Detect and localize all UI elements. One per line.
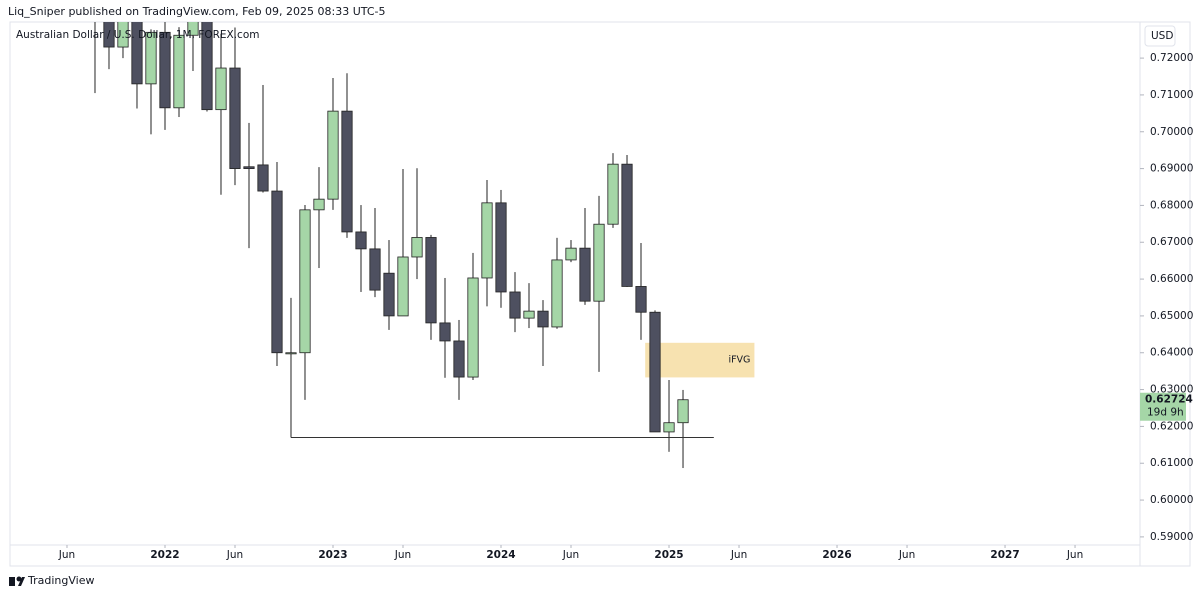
candle-body xyxy=(271,190,283,354)
y-tick-label: 0.63000 xyxy=(1150,384,1193,396)
x-tick-label: 2027 xyxy=(990,549,1019,561)
x-tick-label: Jun xyxy=(394,549,411,561)
candle-body xyxy=(187,22,199,36)
candle-body xyxy=(117,22,129,48)
candle-body xyxy=(341,110,353,233)
candle-body xyxy=(383,272,395,317)
candle-body xyxy=(565,247,577,261)
y-tick-label: 0.67000 xyxy=(1150,236,1193,248)
candle-body xyxy=(439,322,451,342)
x-tick-label: 2023 xyxy=(318,549,347,561)
y-tick-label: 0.70000 xyxy=(1150,126,1193,138)
y-tick-label: 0.59000 xyxy=(1150,531,1193,543)
y-tick-label: 0.69000 xyxy=(1150,163,1193,175)
candle-body xyxy=(677,399,689,424)
last-price-label: 0.62724 xyxy=(1145,394,1193,406)
candle-body xyxy=(663,422,675,433)
candle-body xyxy=(551,259,563,328)
y-tick-label: 0.68000 xyxy=(1150,199,1193,211)
candle-body xyxy=(537,310,549,328)
symbol-title: Australian Dollar / U.S. Dollar, 1M, FOR… xyxy=(16,29,259,41)
y-tick-label: 0.71000 xyxy=(1150,89,1193,101)
x-tick-label: Jun xyxy=(562,549,579,561)
candle-body xyxy=(159,31,171,109)
candle-body xyxy=(243,166,255,169)
candle-body xyxy=(215,67,227,111)
candle-body xyxy=(229,67,241,169)
y-tick-label: 0.65000 xyxy=(1150,310,1193,322)
countdown: 19d 9h xyxy=(1147,407,1184,419)
candle-body xyxy=(495,202,507,293)
candle-body xyxy=(145,31,157,85)
y-tick-label: 0.72000 xyxy=(1150,52,1193,64)
candle-body xyxy=(453,340,465,378)
zone xyxy=(645,342,755,378)
candle-body xyxy=(481,202,493,279)
last-price-box xyxy=(1140,392,1186,421)
plot-area: iFVG xyxy=(94,22,755,469)
x-tick-label: 2022 xyxy=(150,549,179,561)
candle-body xyxy=(509,291,521,319)
candle-body xyxy=(579,247,591,302)
candle-body xyxy=(397,256,409,317)
y-tick-label: 0.66000 xyxy=(1150,273,1193,285)
candle-body xyxy=(285,352,297,355)
x-tick-label: 2025 xyxy=(654,549,683,561)
y-tick-label: 0.61000 xyxy=(1150,457,1193,469)
candle-body xyxy=(467,277,479,378)
candle-body xyxy=(523,310,535,319)
candle-body xyxy=(257,164,269,192)
candle-body xyxy=(103,22,115,48)
y-tick-label: 0.64000 xyxy=(1150,347,1193,359)
zone-label: iFVG xyxy=(728,355,750,366)
y-tick-label: 0.60000 xyxy=(1150,494,1193,506)
candle-body xyxy=(313,198,325,211)
candle-body xyxy=(649,311,661,433)
candle-body xyxy=(201,22,213,111)
currency-box xyxy=(1144,25,1176,47)
candle-body xyxy=(411,237,423,258)
brand xyxy=(9,576,25,586)
candle-body xyxy=(425,237,437,324)
candle-body xyxy=(355,231,367,250)
candle-body xyxy=(621,163,633,287)
currency: USD xyxy=(1151,30,1173,42)
x-tick-label: 2026 xyxy=(822,549,851,561)
candle-body xyxy=(327,110,339,200)
x-tick-label: Jun xyxy=(730,549,747,561)
candle-body xyxy=(369,248,381,291)
x-tick-label: Jun xyxy=(226,549,243,561)
x-tick-label: Jun xyxy=(58,549,75,561)
x-tick-label: Jun xyxy=(1066,549,1083,561)
candle-body xyxy=(131,22,143,85)
x-tick-label: Jun xyxy=(898,549,915,561)
x-tick-label: 2024 xyxy=(486,549,515,561)
candle-body xyxy=(607,163,619,225)
brand-name: TradingView xyxy=(27,574,94,587)
candle-body xyxy=(593,223,605,302)
candle-body xyxy=(299,209,311,354)
y-tick-label: 0.62000 xyxy=(1150,420,1193,432)
header: Liq_Sniper published on TradingView.com,… xyxy=(8,5,386,18)
candle-body xyxy=(635,286,647,313)
candle-body xyxy=(173,34,185,109)
